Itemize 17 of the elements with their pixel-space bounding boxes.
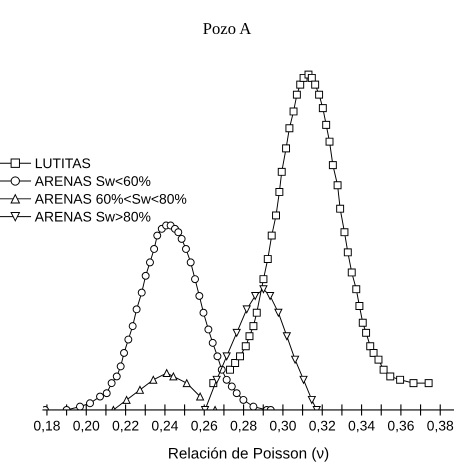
x-tick-label: 0,32 <box>309 420 336 432</box>
x-tick-label: 0,26 <box>191 420 218 432</box>
legend-label: ARENAS 60%<Sw<80% <box>34 194 186 204</box>
x-tick-label: 0,24 <box>152 420 178 432</box>
x-tick-label: 0,28 <box>230 420 256 432</box>
x-tick-label: 0,38 <box>427 420 454 432</box>
x-tick-label: 0,20 <box>73 420 100 432</box>
x-tick-label: 0,18 <box>34 420 60 432</box>
x-tick-label: 0,34 <box>348 420 375 432</box>
x-axis-title: Relación de Poisson (ν) <box>169 447 328 462</box>
chart-title: Pozo A <box>203 23 252 34</box>
x-tick-label: 0,30 <box>270 420 296 432</box>
x-tick-label: 0,22 <box>112 420 138 432</box>
legend-label: ARENAS Sw>80% <box>34 212 150 222</box>
legend-label: ARENAS Sw<60% <box>34 176 150 186</box>
legend-label: LUTITAS <box>36 158 90 168</box>
x-tick-label: 0,36 <box>388 420 414 432</box>
